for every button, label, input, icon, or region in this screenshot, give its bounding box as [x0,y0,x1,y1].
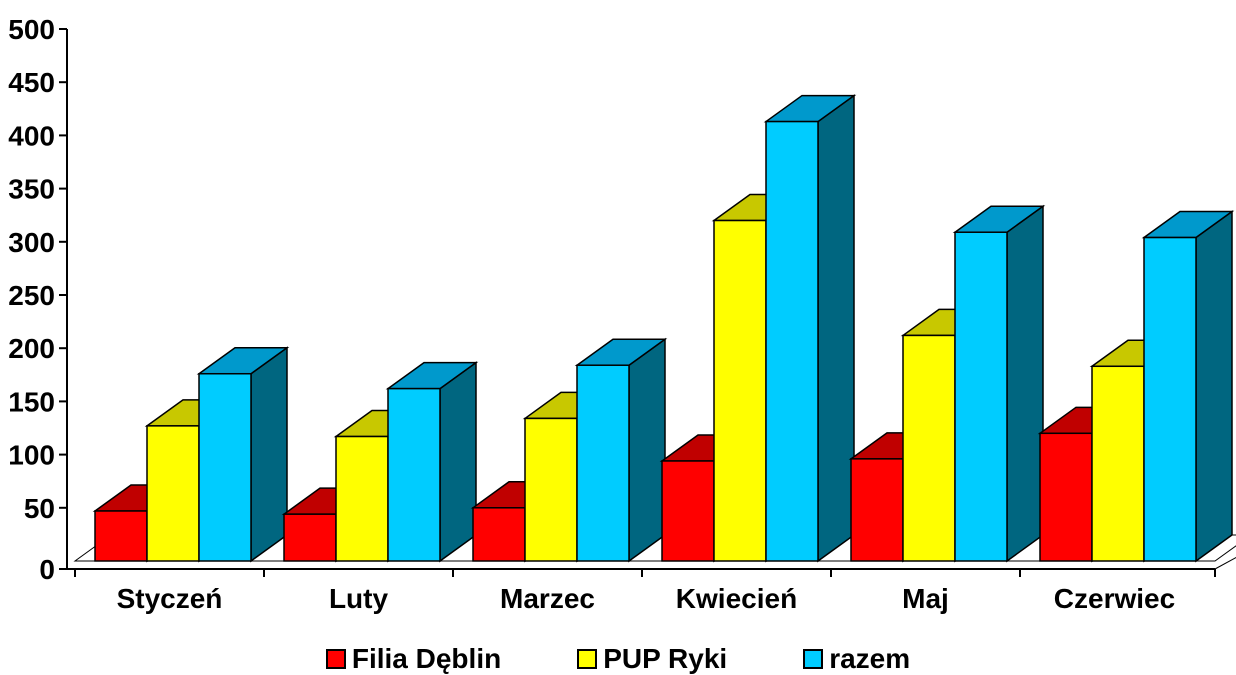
bar-side [1195,210,1233,563]
bar [1091,365,1145,562]
bar [283,513,337,562]
y-tick-label: 100 [8,440,55,471]
x-tick-label: Styczeń [117,583,223,614]
legend-swatch-pup-ryki [577,648,598,669]
x-tick-label: Maj [902,583,949,614]
y-tick-label: 450 [8,67,55,98]
y-tick-label: 350 [8,174,55,205]
bar [902,334,956,562]
bar [198,372,252,562]
legend-swatch-razem [803,648,824,669]
bar-side [1006,204,1044,563]
bar [1143,236,1197,562]
bar [335,435,389,562]
bar [146,425,200,562]
y-tick-label: 300 [8,227,55,258]
legend-item-filia-deblin: Filia Dęblin [325,642,502,675]
bar [661,460,715,562]
y-tick-label: 400 [8,120,55,151]
bar [524,417,578,562]
bar [472,507,526,562]
legend-label-pup-ryki: PUP Ryki [603,642,728,674]
bar-side [628,337,666,563]
bar-side [817,94,855,563]
bar [850,458,904,562]
legend-label-razem: razem [829,642,911,674]
y-tick-label: 250 [8,280,55,311]
bar [1039,432,1093,562]
bar-side [250,346,288,563]
bar [954,231,1008,562]
legend-swatch-filia-deblin [325,648,346,669]
y-tick-label: 0 [39,554,55,585]
y-tick-label: 150 [8,386,55,417]
x-tick-label: Kwiecień [676,583,797,614]
legend-item-pup-ryki: PUP Ryki [577,643,727,675]
bar [576,364,630,562]
bar-side [439,361,477,563]
x-tick-label: Czerwiec [1054,583,1175,614]
legend: Filia Dęblin PUP Ryki razem [0,642,1236,675]
bar [713,219,767,562]
x-axis-depth [1214,556,1236,570]
bar [765,120,819,562]
bar [94,510,148,562]
y-tick-label: 500 [8,14,55,45]
x-tick-label: Marzec [500,583,595,614]
legend-item-razem: razem [803,643,910,675]
y-tick-label: 200 [8,333,55,364]
x-tick-label: Luty [329,583,389,614]
y-tick-label: 50 [24,493,55,524]
bar-chart: 0 50 100 150 200 250 300 350 400 450 500 Styczeń Lut… [8,14,1236,614]
bar [387,387,441,562]
legend-label-filia-deblin: Filia Dęblin [351,642,502,674]
